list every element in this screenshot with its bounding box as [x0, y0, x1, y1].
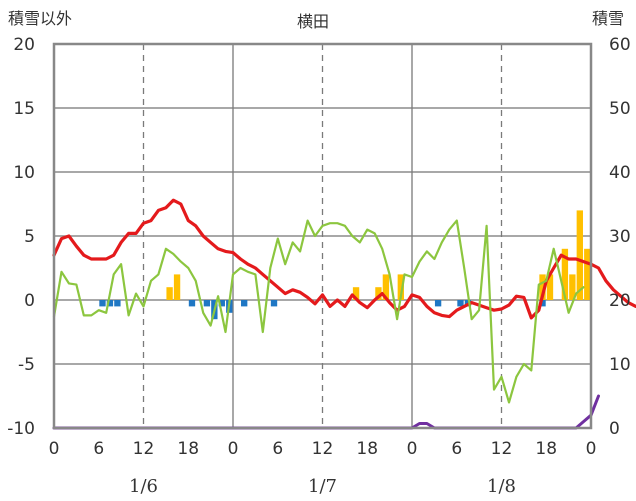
- right-axis-title: 積雪: [592, 9, 625, 28]
- x-tick: 12: [133, 439, 155, 459]
- y-tick-left: 10: [13, 163, 35, 183]
- bar-negative: [434, 300, 442, 307]
- bar-negative: [188, 300, 196, 307]
- bar-negative: [203, 300, 211, 307]
- bar-negative: [114, 300, 121, 307]
- date-label: 1/8: [487, 476, 516, 497]
- bar-negative: [241, 300, 248, 307]
- plot-frame: [52, 42, 593, 430]
- series-line: [52, 219, 585, 404]
- x-tick: 0: [407, 439, 418, 459]
- x-tick: 0: [49, 439, 60, 459]
- y-tick-right: 10: [609, 355, 631, 375]
- bar-negative: [99, 300, 106, 307]
- bar-negative: [270, 300, 278, 307]
- series-line: [52, 394, 600, 430]
- x-tick: 18: [535, 439, 557, 459]
- bar-negative: [457, 300, 464, 307]
- bar-negative: [106, 300, 114, 307]
- x-tick: 12: [312, 439, 334, 459]
- chart-title: 横田: [297, 12, 330, 31]
- bar-positive: [569, 274, 576, 300]
- bar-positive: [561, 248, 569, 300]
- x-tick: 12: [491, 439, 513, 459]
- bar-negative: [218, 300, 225, 307]
- y-tick-left: -5: [18, 355, 35, 375]
- y-tick-left: 5: [24, 227, 35, 247]
- y-tick-right: 40: [609, 163, 631, 183]
- y-tick-left: 20: [13, 35, 35, 55]
- bar-positive: [539, 274, 546, 300]
- bar-positive: [382, 274, 390, 300]
- bar-positive: [546, 274, 554, 300]
- y-tick-left: -10: [7, 419, 35, 439]
- bar-positive: [166, 287, 173, 300]
- y-tick-right: 20: [609, 291, 631, 311]
- x-tick: 6: [272, 439, 283, 459]
- date-label: 1/6: [129, 476, 158, 497]
- x-tick: 0: [586, 439, 597, 459]
- date-label: 1/7: [308, 476, 337, 497]
- y-tick-right: 30: [609, 227, 631, 247]
- bar-negative: [539, 300, 546, 307]
- x-tick: 6: [93, 439, 104, 459]
- left-axis-title: 積雪以外: [8, 9, 73, 28]
- bar-positive: [375, 287, 382, 300]
- series-line: [52, 198, 636, 320]
- x-tick: 6: [451, 439, 462, 459]
- bar-positive: [352, 287, 360, 300]
- bar-positive: [173, 274, 181, 300]
- bar-positive: [584, 248, 591, 300]
- x-tick: 18: [177, 439, 199, 459]
- bar-positive: [576, 210, 583, 300]
- y-tick-left: 0: [24, 291, 35, 311]
- y-tick-right: 50: [609, 99, 631, 119]
- y-tick-left: 15: [13, 99, 35, 119]
- x-tick: 0: [228, 439, 239, 459]
- y-tick-right: 0: [609, 419, 620, 439]
- y-tick-right: 60: [609, 35, 631, 55]
- x-tick: 18: [356, 439, 378, 459]
- bar-positive: [397, 274, 404, 300]
